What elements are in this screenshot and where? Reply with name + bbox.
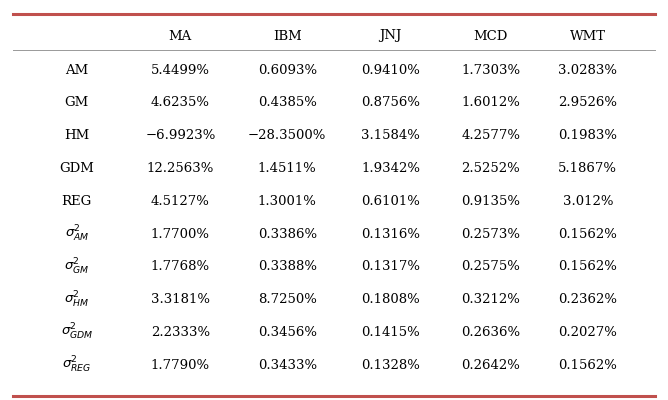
Text: $\sigma^2_{GM}$: $\sigma^2_{GM}$ <box>64 257 90 277</box>
Text: AM: AM <box>65 64 88 76</box>
Text: $\sigma^2_{GDM}$: $\sigma^2_{GDM}$ <box>61 322 93 342</box>
Text: 0.3386%: 0.3386% <box>258 228 317 240</box>
Text: 3.012%: 3.012% <box>562 195 613 208</box>
Text: −28.3500%: −28.3500% <box>248 129 327 142</box>
Text: 3.3181%: 3.3181% <box>151 293 210 306</box>
Text: 1.7768%: 1.7768% <box>151 260 210 273</box>
Text: 1.3001%: 1.3001% <box>258 195 317 208</box>
Text: 0.2575%: 0.2575% <box>462 260 520 273</box>
Text: 0.9135%: 0.9135% <box>462 195 520 208</box>
Text: 12.2563%: 12.2563% <box>147 162 214 175</box>
Text: GDM: GDM <box>59 162 94 175</box>
Text: 0.6093%: 0.6093% <box>258 64 317 76</box>
Text: 5.1867%: 5.1867% <box>558 162 617 175</box>
Text: 0.1808%: 0.1808% <box>361 293 420 306</box>
Text: 0.4385%: 0.4385% <box>258 96 317 109</box>
Text: WMT: WMT <box>570 30 606 42</box>
Text: REG: REG <box>61 195 92 208</box>
Text: 0.9410%: 0.9410% <box>361 64 420 76</box>
Text: GM: GM <box>65 96 89 109</box>
Text: 8.7250%: 8.7250% <box>258 293 317 306</box>
Text: JNJ: JNJ <box>379 30 402 42</box>
Text: 2.2333%: 2.2333% <box>151 326 210 339</box>
Text: 0.8756%: 0.8756% <box>361 96 420 109</box>
Text: 1.7303%: 1.7303% <box>462 64 520 76</box>
Text: $\sigma^2_{HM}$: $\sigma^2_{HM}$ <box>64 290 90 310</box>
Text: 0.1562%: 0.1562% <box>558 260 617 273</box>
Text: 3.0283%: 3.0283% <box>558 64 617 76</box>
Text: 0.3212%: 0.3212% <box>462 293 520 306</box>
Text: 1.7700%: 1.7700% <box>151 228 210 240</box>
Text: 0.2636%: 0.2636% <box>462 326 520 339</box>
Text: $\sigma^2_{AM}$: $\sigma^2_{AM}$ <box>65 224 89 244</box>
Text: 5.4499%: 5.4499% <box>151 64 210 76</box>
Text: 0.1328%: 0.1328% <box>361 359 420 372</box>
Text: 0.3388%: 0.3388% <box>258 260 317 273</box>
Text: 0.1415%: 0.1415% <box>361 326 420 339</box>
Text: 0.2027%: 0.2027% <box>558 326 617 339</box>
Text: −6.9923%: −6.9923% <box>145 129 216 142</box>
Text: 0.3433%: 0.3433% <box>258 359 317 372</box>
Text: 1.7790%: 1.7790% <box>151 359 210 372</box>
Text: 4.5127%: 4.5127% <box>151 195 210 208</box>
Text: 4.6235%: 4.6235% <box>151 96 210 109</box>
Text: 1.4511%: 1.4511% <box>258 162 317 175</box>
Text: 0.3456%: 0.3456% <box>258 326 317 339</box>
Text: 0.2573%: 0.2573% <box>462 228 520 240</box>
Text: MCD: MCD <box>474 30 508 42</box>
Text: 3.1584%: 3.1584% <box>361 129 420 142</box>
Text: 0.1316%: 0.1316% <box>361 228 420 240</box>
Text: 1.9342%: 1.9342% <box>361 162 420 175</box>
Text: 0.1317%: 0.1317% <box>361 260 420 273</box>
Text: 0.6101%: 0.6101% <box>361 195 420 208</box>
Text: IBM: IBM <box>273 30 302 42</box>
Text: 2.9526%: 2.9526% <box>558 96 617 109</box>
Text: 4.2577%: 4.2577% <box>462 129 520 142</box>
Text: 0.1562%: 0.1562% <box>558 359 617 372</box>
Text: 0.1562%: 0.1562% <box>558 228 617 240</box>
Text: 0.2362%: 0.2362% <box>558 293 617 306</box>
Text: 1.6012%: 1.6012% <box>462 96 520 109</box>
Text: HM: HM <box>64 129 90 142</box>
Text: $\sigma^2_{REG}$: $\sigma^2_{REG}$ <box>62 355 92 375</box>
Text: MA: MA <box>169 30 192 42</box>
Text: 2.5252%: 2.5252% <box>462 162 520 175</box>
Text: 0.2642%: 0.2642% <box>462 359 520 372</box>
Text: 0.1983%: 0.1983% <box>558 129 617 142</box>
